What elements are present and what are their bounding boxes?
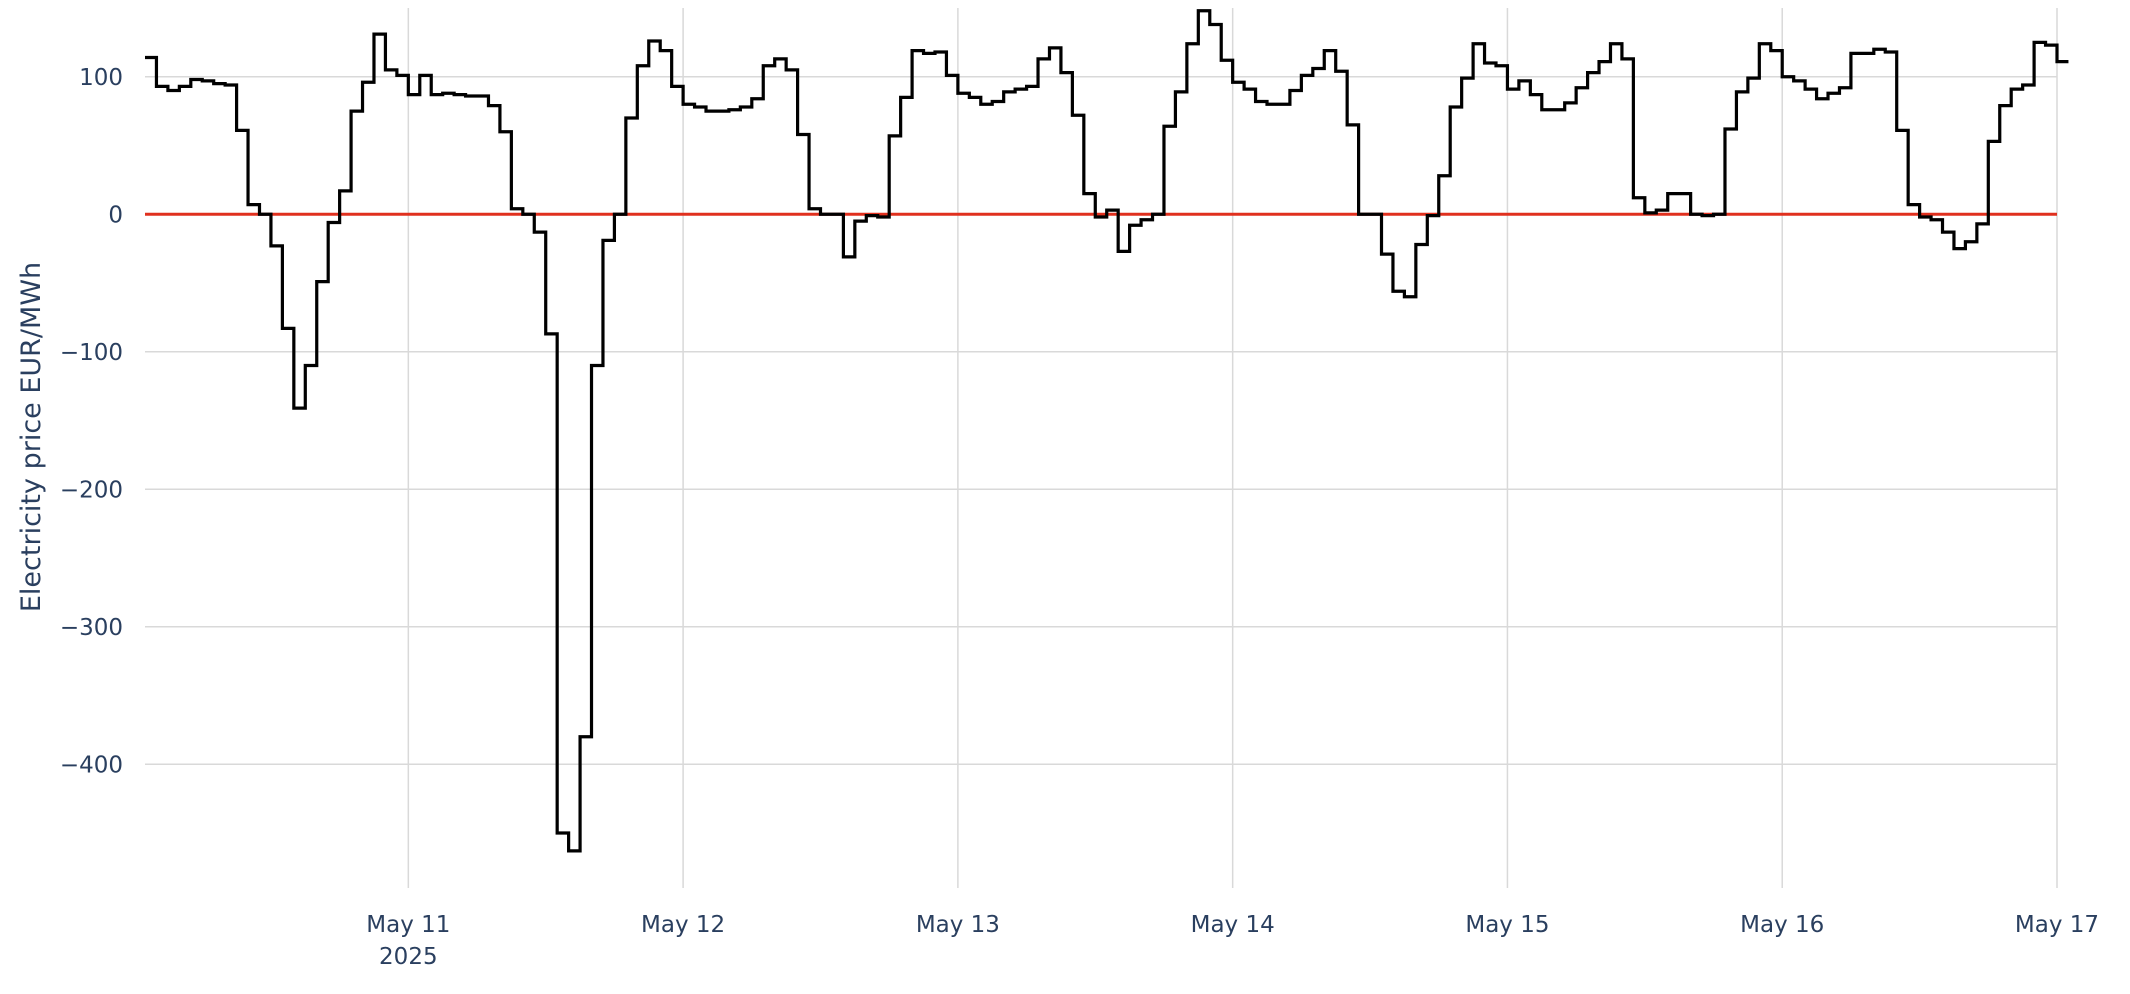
y-tick-label: −300 — [60, 615, 123, 641]
y-tick-label: 100 — [79, 65, 123, 91]
x-tick-label: May 16 — [1740, 912, 1824, 938]
x-axis-ticks: May 11 2025 May 12 May 13 May 14 May 15 May 16… — [366, 912, 2099, 970]
x-tick-label: May 14 — [1191, 912, 1275, 938]
x-tick-label: May 17 — [2015, 912, 2099, 938]
x-tick-year-label: 2025 — [379, 944, 438, 970]
y-gridlines — [145, 76, 2057, 765]
y-tick-label: −200 — [60, 477, 123, 503]
y-axis-title: Electricity price EUR/MWh — [16, 262, 47, 612]
y-tick-label: 0 — [108, 202, 123, 228]
x-tick-label: May 15 — [1465, 912, 1549, 938]
price-step-line — [145, 9, 2069, 853]
x-tick-label: May 11 — [366, 912, 450, 938]
x-tick-label: May 13 — [916, 912, 1000, 938]
price-series — [145, 9, 2069, 853]
y-axis-ticks: 100 0 −100 −200 −300 −400 — [60, 65, 123, 779]
x-gridlines — [407, 8, 2058, 888]
y-tick-label: −400 — [60, 752, 123, 778]
x-tick-label: May 12 — [641, 912, 725, 938]
y-tick-label: −100 — [60, 340, 123, 366]
